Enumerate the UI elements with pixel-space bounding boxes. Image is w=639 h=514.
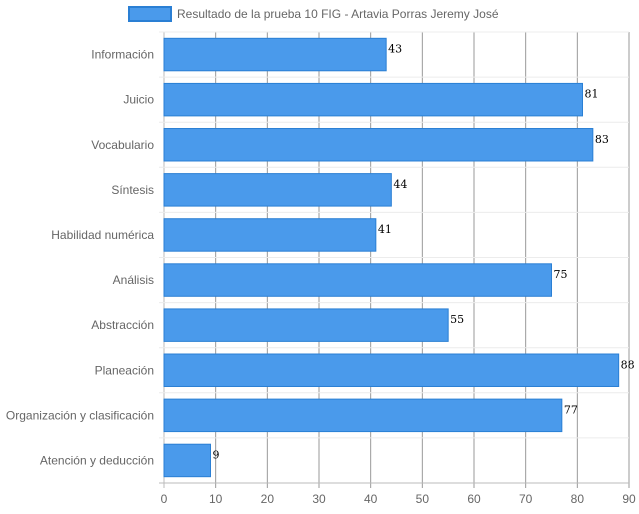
category-label: Juicio	[123, 93, 154, 107]
data-label: 41	[378, 223, 392, 236]
category-label: Abstracción	[91, 318, 154, 332]
data-label: 77	[564, 403, 578, 416]
x-tick-label: 80	[571, 492, 585, 506]
x-tick-label: 90	[622, 492, 636, 506]
bar[interactable]	[163, 308, 449, 342]
data-label: 44	[393, 178, 407, 191]
x-axis-ticks: 0 10 20 30 40 50 60 70 80 90	[161, 492, 636, 506]
legend-swatch	[128, 6, 172, 22]
data-label: 88	[621, 358, 635, 371]
bar[interactable]	[163, 128, 594, 162]
category-label: Organización y clasificación	[6, 408, 154, 422]
x-tick-label: 60	[467, 492, 481, 506]
bar[interactable]	[163, 398, 563, 433]
x-tick-label: 10	[209, 492, 223, 506]
x-tick-label: 0	[161, 492, 168, 506]
category-label: Información	[91, 48, 154, 62]
data-label: 75	[554, 268, 568, 281]
bar[interactable]	[163, 263, 552, 297]
x-tick-label: 50	[416, 492, 430, 506]
bar[interactable]	[163, 218, 377, 252]
bars	[163, 37, 620, 478]
bar[interactable]	[163, 443, 211, 478]
bar[interactable]	[163, 173, 392, 207]
bar[interactable]	[163, 353, 620, 387]
x-tick-label: 70	[519, 492, 533, 506]
x-tick-label: 40	[364, 492, 378, 506]
legend-label: Resultado de la prueba 10 FIG - Artavia …	[177, 7, 499, 21]
bar[interactable]	[163, 37, 387, 72]
category-labels: Información Juicio Vocabulario Síntesis Habi…	[6, 48, 154, 468]
category-label: Planeación	[95, 363, 154, 377]
x-tick-label: 30	[312, 492, 326, 506]
category-label: Vocabulario	[91, 138, 154, 152]
bar[interactable]	[163, 82, 583, 117]
data-labels: 43 81 83 44 41 75 55 88 77 9	[213, 43, 635, 462]
category-label: Atención y deducción	[40, 453, 154, 467]
category-label: Análisis	[113, 273, 154, 287]
data-label: 83	[595, 133, 609, 146]
data-label: 55	[450, 313, 464, 326]
data-label: 9	[213, 448, 220, 461]
category-label: Síntesis	[111, 183, 154, 197]
data-label: 43	[388, 43, 402, 56]
x-tick-label: 20	[261, 492, 275, 506]
data-label: 81	[585, 88, 599, 101]
legend[interactable]: Resultado de la prueba 10 FIG - Artavia …	[128, 6, 499, 22]
category-label: Habilidad numérica	[51, 228, 154, 242]
